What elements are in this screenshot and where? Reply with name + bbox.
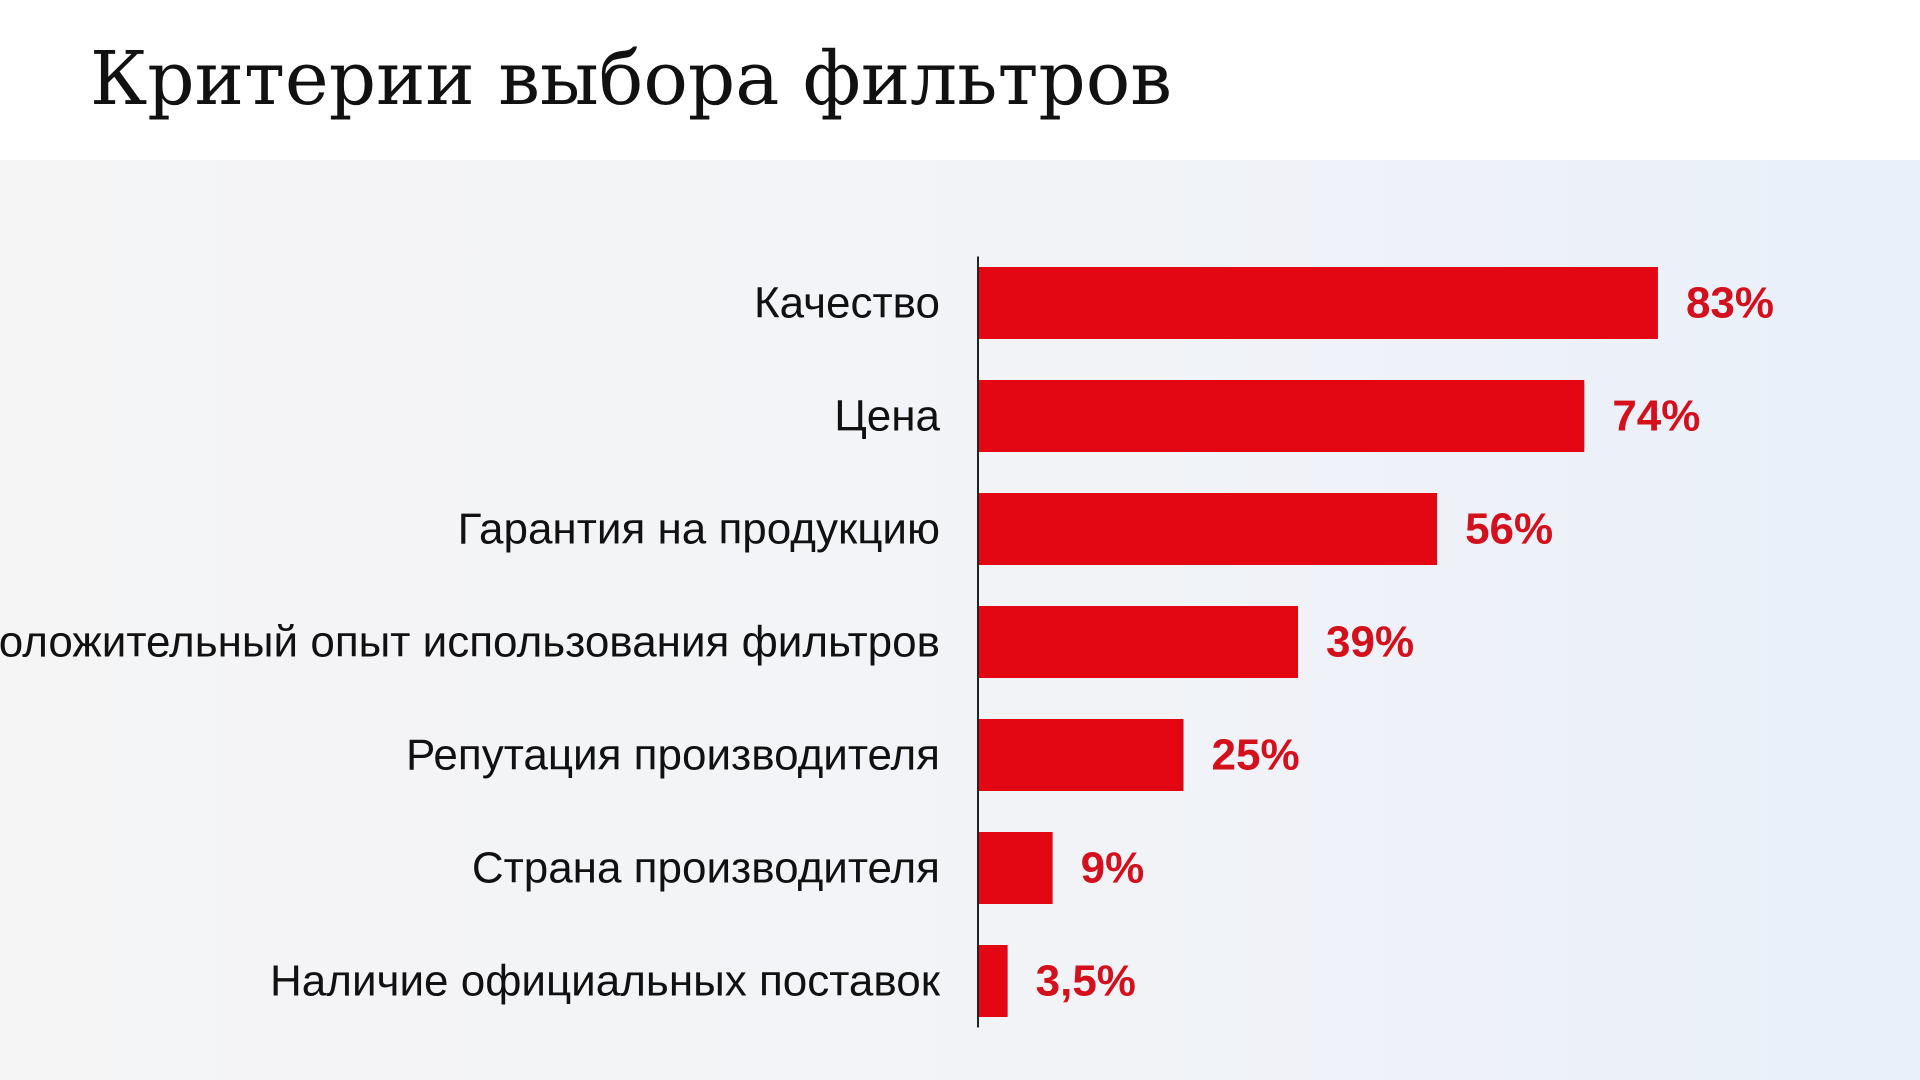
category-label: Репутация производителя <box>406 731 940 780</box>
category-label: Качество <box>754 279 940 328</box>
value-label: 9% <box>1081 844 1145 893</box>
header: Критерии выбора фильтров <box>0 0 1920 160</box>
chart-area: Качество 83% Цена 74% Гарантия на продукцию 5… <box>0 160 1920 1080</box>
value-label: 56% <box>1465 505 1553 554</box>
bar <box>979 606 1299 678</box>
bar <box>979 945 1008 1017</box>
value-label: 74% <box>1612 392 1700 441</box>
bar <box>979 267 1658 339</box>
bar <box>979 493 1438 565</box>
category-label: Гарантия на продукцию <box>458 505 940 554</box>
bar-chart: Качество 83% Цена 74% Гарантия на продукцию 5… <box>0 256 1774 1028</box>
value-label: 39% <box>1326 618 1414 667</box>
category-label: Цена <box>834 392 940 441</box>
value-label: 83% <box>1686 279 1774 328</box>
bar <box>979 380 1585 452</box>
bar <box>979 832 1053 904</box>
category-label: Наличие официальных поставок <box>270 957 941 1006</box>
bar <box>979 719 1184 791</box>
category-label: Страна производителя <box>472 844 940 893</box>
page-title: Критерии выбора фильтров <box>90 36 1172 122</box>
value-label: 3,5% <box>1036 957 1136 1006</box>
category-label: Положительный опыт использования фильтро… <box>0 618 940 667</box>
value-label: 25% <box>1212 731 1300 780</box>
